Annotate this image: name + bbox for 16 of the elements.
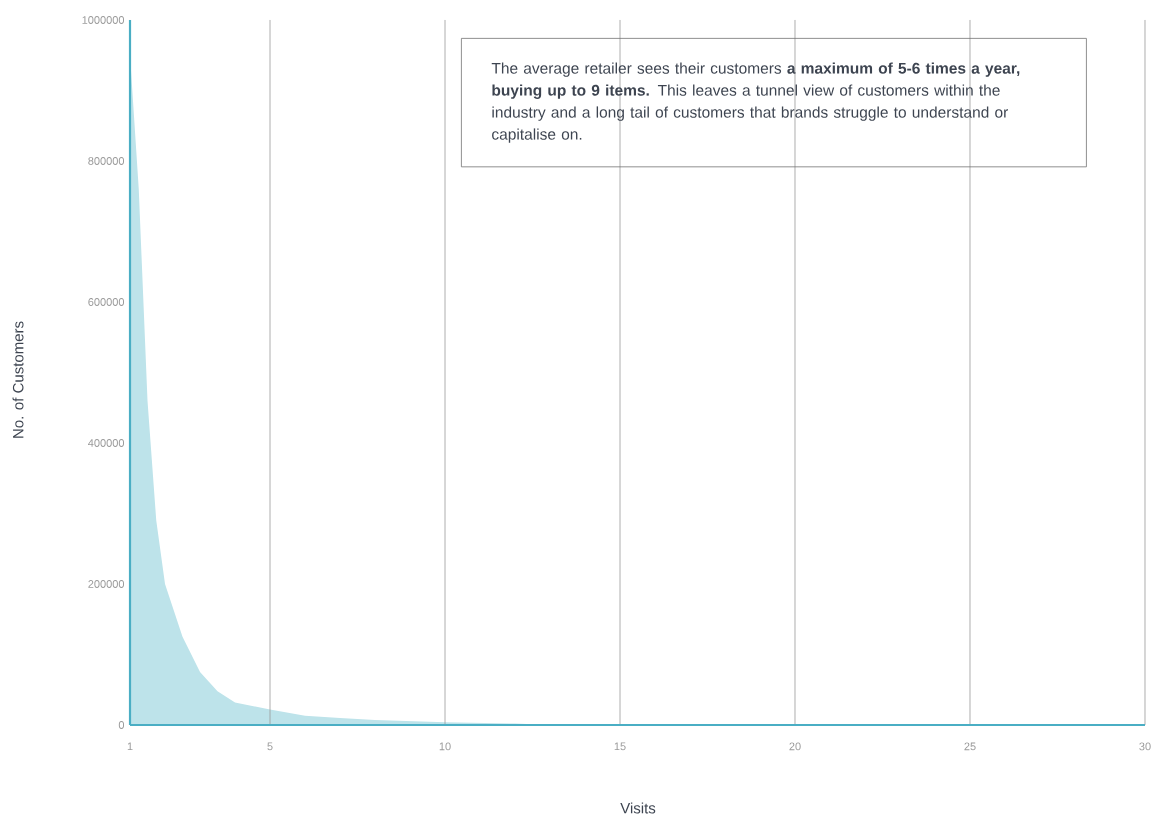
x-tick-label: 5 [267,742,273,751]
y-tick-label: 1000000 [82,16,125,24]
text: The average retailer sees their customers a maximum of 5-6 times a year, buying up to 9 items. This leaves a tunnel view of customers within the industry and a long tail of customers that brands struggle to understand or capitalise on. [491,62,1020,143]
y-tick-label: 0 [118,721,125,729]
x-tick-label: 25 [964,742,976,751]
y-tick-label: 800000 [88,157,125,165]
x-tick-label: 20 [789,742,801,751]
y-tick-label: 400000 [88,439,125,447]
x-axis-title: Visits [620,802,656,814]
y-tick-label: 200000 [88,580,125,588]
x-tick-label: 1 [127,742,133,751]
y-axis-title: No. of Customers [12,321,24,438]
x-tick-label: 15 [614,742,626,751]
y-tick-label: 600000 [88,298,125,306]
x-tick-label: 30 [1139,742,1151,751]
x-tick-label: 10 [439,742,451,751]
